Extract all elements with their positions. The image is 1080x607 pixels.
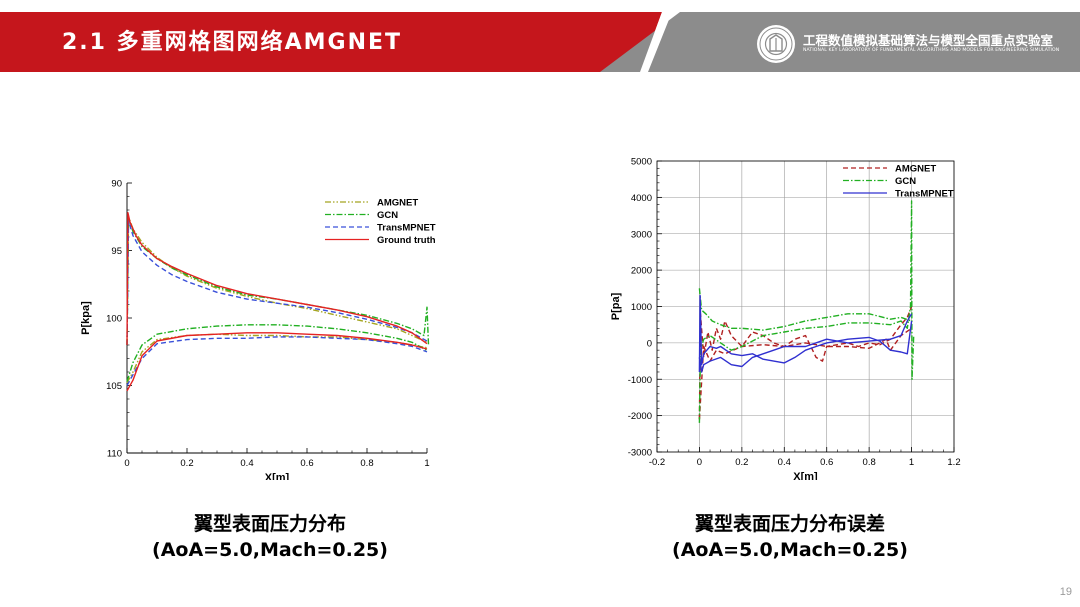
lab-seal-icon <box>757 25 795 63</box>
x-tick-label: 0 <box>697 457 702 468</box>
header-background <box>0 12 1080 72</box>
legend-entry: TransMPNET <box>377 223 436 234</box>
series-line-transmpnet-upper <box>698 294 913 373</box>
y-tick-label: 2000 <box>631 266 652 277</box>
pressure-distribution-chart: 0 0.2 0.4 0.6 0.8 1 90 95 100 105 110 X[m] P[kpa] AMG… <box>80 170 450 485</box>
y-tick-label: 5000 <box>631 157 652 168</box>
header-grey-band <box>600 12 1080 72</box>
x-axis-label: X[m] <box>793 471 818 480</box>
x-tick-label: 0.6 <box>820 457 833 468</box>
y-tick-label: 100 <box>106 314 122 325</box>
series-line-transmpnet-lower <box>698 313 913 373</box>
pressure-distribution-plot: 0 0.2 0.4 0.6 0.8 1 90 95 100 105 110 X[m] P[kpa] AMG… <box>80 179 436 485</box>
pressure-error-plot: -0.2 0 0.2 0.4 0.6 0.8 1 1.2 -3000 -2000 -1000 0 100… <box>610 157 961 484</box>
x-tick-label: 0.2 <box>180 458 193 469</box>
x-tick-label: 1.2 <box>947 457 960 468</box>
lab-name-english: NATIONAL KEY LABORATORY OF FUNDAMENTAL A… <box>803 48 1060 53</box>
x-tick-label: 1 <box>424 458 429 469</box>
series-line-gcn-lower <box>698 288 912 331</box>
header-divider-stripe <box>640 12 672 72</box>
series-line-gcn-lower <box>126 324 428 382</box>
page-title: 2.1 多重网格图网络AMGNET <box>62 30 403 55</box>
page-number: 19 <box>1059 586 1072 598</box>
y-tick-label: 3000 <box>631 229 652 240</box>
x-tick-label: 0.4 <box>778 457 791 468</box>
pressure-error-chart: -0.2 0 0.2 0.4 0.6 0.8 1 1.2 -3000 -2000 -1000 0 100… <box>605 150 975 484</box>
x-tick-label: 0.4 <box>240 458 253 469</box>
series-line-ground-truth-lower <box>126 332 428 392</box>
x-tick-label: 0.8 <box>360 458 373 469</box>
x-tick-label: 1 <box>909 457 914 468</box>
right-caption: 翼型表面压力分布误差 (AoA=5.0,Mach=0.25) <box>640 511 940 563</box>
series-line-transmpnet-upper <box>126 220 428 346</box>
y-tick-label: 4000 <box>631 193 652 204</box>
left-caption: 翼型表面压力分布 (AoA=5.0,Mach=0.25) <box>120 511 420 563</box>
x-tick-label: 0.6 <box>300 458 313 469</box>
y-tick-label: 1000 <box>631 302 652 313</box>
x-axis-label: X[m] <box>265 472 290 480</box>
left-caption-line1: 翼型表面压力分布 <box>193 513 346 535</box>
y-tick-label: 90 <box>111 179 122 190</box>
legend-entry: TransMPNET <box>895 189 954 200</box>
y-tick-label: 105 <box>106 381 122 392</box>
y-tick-label: -2000 <box>628 411 652 422</box>
x-tick-label: 0 <box>124 458 129 469</box>
legend-entry: GCN <box>377 210 398 221</box>
y-tick-label: 95 <box>111 246 122 257</box>
series-line-ground-truth-upper <box>126 212 428 346</box>
legend-entry: AMGNET <box>377 198 418 209</box>
right-caption-line1: 翼型表面压力分布误差 <box>694 513 885 535</box>
series-line-amgnet-lower <box>698 327 912 420</box>
header-banner: 2.1 多重网格图网络AMGNET 工程数值模拟基础算法与模型全国重点实验室 N… <box>0 0 1080 72</box>
y-tick-label: 0 <box>647 338 652 349</box>
legend-entry: AMGNET <box>895 164 936 175</box>
x-tick-label: 0.8 <box>863 457 876 468</box>
header-red-band <box>0 12 662 72</box>
y-tick-label: -3000 <box>628 448 652 459</box>
x-tick-label: 0.2 <box>735 457 748 468</box>
y-axis-label: P[pa] <box>610 292 622 320</box>
series-line-transmpnet-lower <box>126 336 428 386</box>
legend-entry: GCN <box>895 176 916 187</box>
y-axis-label: P[kpa] <box>80 301 92 335</box>
x-tick-label: -0.2 <box>649 457 665 468</box>
lab-name: 工程数值模拟基础算法与模型全国重点实验室 <box>803 33 1054 48</box>
legend-entry: Ground truth <box>377 235 436 246</box>
right-caption-line2: (AoA=5.0,Mach=0.25) <box>672 539 908 561</box>
series-line-gcn-upper <box>698 200 915 423</box>
y-tick-label: 110 <box>107 449 122 460</box>
y-tick-label: -1000 <box>628 375 652 386</box>
left-caption-line2: (AoA=5.0,Mach=0.25) <box>152 539 388 561</box>
